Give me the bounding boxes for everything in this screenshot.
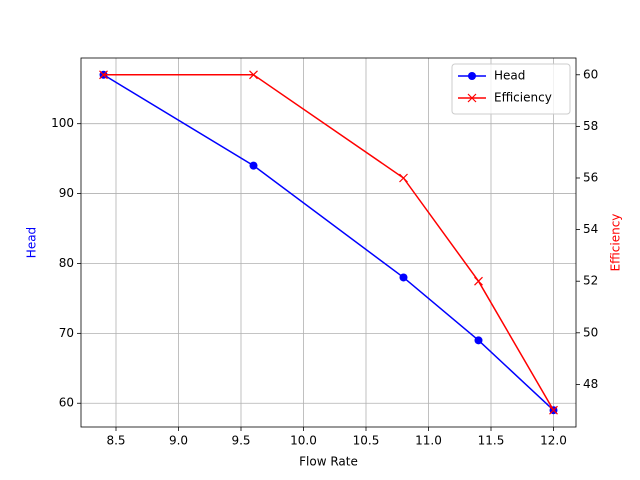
y2-tick-label: 48 [583,377,598,391]
x-tick-label: 12.0 [540,434,567,448]
x-tick-label: 11.0 [415,434,442,448]
legend: Head Efficiency [451,63,571,115]
series-line [103,74,555,411]
marker [467,93,477,103]
marker [474,336,483,345]
y-tick-label: 90 [59,186,74,200]
y-tick-label: 80 [59,256,74,270]
marker [468,72,476,80]
legend-label: Head [494,69,525,83]
y-tick-label: 100 [51,116,74,130]
y2-tick-label: 58 [583,119,598,133]
marker [249,161,258,170]
x-tick-label: 9.0 [169,434,188,448]
x-tick-label: 11.5 [478,434,505,448]
y2-tick-label: 60 [583,67,598,81]
y2-axis-label: Efficiency [609,214,623,272]
legend-label: Efficiency [494,91,552,105]
marker [99,70,108,80]
y-tick-label: 70 [59,326,74,340]
marker [399,273,408,282]
x-tick-label: 10.0 [290,434,317,448]
y2-tick-label: 52 [583,274,598,288]
y-tick-label: 60 [59,396,74,410]
y-axis-label: Head [25,227,39,258]
marker [549,405,558,415]
y2-tick-label: 56 [583,170,598,184]
marker [249,70,258,80]
plot-frame [80,57,577,428]
marker [399,173,408,183]
y2-tick-label: 50 [583,325,598,339]
series-line [103,74,555,411]
x-tick-label: 10.5 [353,434,380,448]
y2-tick-label: 54 [583,222,598,236]
marker [474,276,483,286]
x-tick-label: 8.5 [106,434,125,448]
x-tick-label: 9.5 [231,434,250,448]
x-axis-label: Flow Rate [299,455,358,469]
